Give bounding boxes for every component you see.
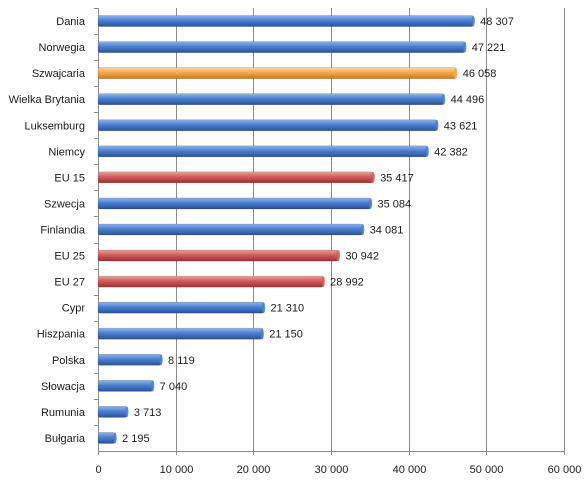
value-label: 35 417 [380,172,414,184]
bars [97,15,475,444]
bar-13 [97,353,162,366]
category-label: Norwegia [39,42,86,54]
value-label: 8 119 [168,355,195,367]
x-tick-label: 60 000 [548,464,582,476]
category-label: Rumunia [41,407,86,419]
bar-14 [97,380,153,392]
category-label: EU 27 [54,277,85,289]
bar-cap-5 [425,145,429,157]
bar-15 [97,406,128,418]
gridlines [94,8,565,455]
value-label: 21 310 [271,303,305,315]
bar-cap-7 [368,197,373,209]
bar-cap-4 [435,119,439,131]
value-label: 30 942 [345,251,379,263]
value-label: 3 713 [134,407,162,419]
bar-4 [97,119,438,132]
bar-6 [97,171,374,184]
bar-cap-13 [159,354,163,366]
category-label: Luksemburg [24,120,85,132]
category-label: EU 15 [54,172,85,184]
x-tick-label: 0 [95,464,101,476]
category-label: Niemcy [48,146,85,158]
value-label: 35 084 [377,198,411,210]
value-label: 46 058 [463,68,497,80]
category-labels: Dania Norwegia Szwajcaria Wielka Brytania Lu… [9,16,86,445]
value-label: 43 621 [444,120,478,132]
value-label: 21 150 [269,329,303,341]
category-label: Hiszpania [37,329,86,341]
value-label: 48 307 [480,16,514,28]
value-labels: 48 307 47 221 46 058 44 496 43 621 42 382 35 4… [122,16,514,445]
bar-cap-8 [361,224,365,235]
bar-7 [97,197,371,210]
category-label: Szwajcaria [32,68,86,80]
bar-3 [97,93,444,106]
bar-8 [97,223,363,236]
bar-cap-15 [125,406,129,418]
bar-cap-3 [441,93,446,105]
bar-12 [97,327,263,340]
bar-16 [97,432,116,444]
bar-cap-11 [261,302,266,314]
value-label: 42 382 [434,146,468,158]
category-label: Cypr [62,303,86,315]
value-label: 47 221 [472,42,506,54]
bar-cap-0 [471,15,475,27]
value-label: 28 992 [330,277,364,289]
value-label: 44 496 [451,94,485,106]
x-tick-label: 50 000 [470,464,504,476]
category-label: Bułgaria [45,433,86,445]
bar-cap-14 [151,380,155,392]
bar-cap-2 [454,67,458,79]
category-label: Finlandia [40,225,86,237]
category-label: Wielka Brytania [9,94,86,106]
x-axis-tick-labels: 0 10 000 20 000 30 000 40 000 50 000 60 000 [95,464,581,476]
x-tick-label: 40 000 [393,464,427,476]
bar-9 [97,249,339,262]
bar-cap-16 [113,432,117,444]
bar-1 [97,41,466,53]
x-tick-label: 10 000 [160,464,194,476]
x-tick-label: 30 000 [315,464,349,476]
value-label: 34 081 [370,225,404,237]
category-label: Szwecja [44,198,86,210]
category-label: Polska [52,355,86,367]
value-label: 7 040 [160,381,188,393]
bar-5 [97,145,428,158]
category-label: EU 25 [54,251,85,263]
bar-cap-12 [260,328,264,340]
bar-0 [97,15,474,27]
bar-cap-10 [321,276,325,288]
value-label: 2 195 [122,433,150,445]
x-tick-label: 20 000 [237,464,271,476]
category-label: Słowacja [41,381,86,393]
bar-2 [97,67,457,79]
bar-10 [97,275,324,288]
bar-cap-1 [463,41,467,53]
bar-cap-6 [371,171,375,183]
bar-cap-9 [336,250,340,262]
category-label: Dania [56,16,86,28]
bar-11 [97,301,264,314]
